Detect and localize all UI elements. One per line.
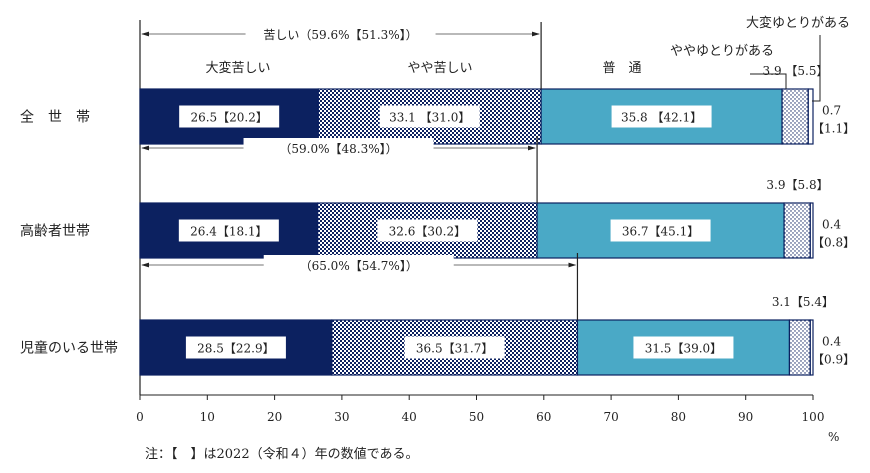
data-label-box bbox=[611, 105, 712, 128]
leader-line-taihen-yutori bbox=[812, 35, 821, 102]
x-tick-label: 50 bbox=[469, 410, 484, 424]
bar-segment bbox=[809, 319, 814, 376]
data-label: 26.4【18.1】 bbox=[190, 225, 267, 239]
category-label: 全 世 帯 bbox=[20, 109, 90, 126]
data-label: 33.1 【31.0】 bbox=[389, 111, 470, 125]
header-taihen-yutori: 大変ゆとりがある bbox=[746, 15, 850, 31]
bar-segment bbox=[783, 202, 811, 259]
category-label: 児童のいる世帯 bbox=[20, 340, 118, 357]
data-label-box bbox=[404, 336, 505, 359]
data-label: 31.5【39.0】 bbox=[645, 342, 722, 356]
bar-segment bbox=[807, 88, 814, 145]
header-ippan: 普 通 bbox=[602, 61, 641, 76]
bracket-label-bg bbox=[263, 255, 454, 275]
data-label-box bbox=[377, 219, 478, 242]
x-tick-label: 0 bbox=[136, 410, 144, 424]
data-label: 28.5【22.9】 bbox=[197, 342, 274, 356]
bar-segment bbox=[788, 319, 811, 376]
data-label-yaya-yutori: 3.9 【5.5】 bbox=[763, 64, 829, 78]
data-label-yaya-yutori: 3.1【5.4】 bbox=[772, 295, 834, 309]
data-label: 36.7【45.1】 bbox=[622, 225, 699, 239]
leader-line-yaya-yutori bbox=[750, 73, 787, 89]
x-tick-label: 10 bbox=[200, 410, 215, 424]
data-label-box bbox=[178, 219, 279, 242]
header-yaya-yutori: ややゆとりがある bbox=[670, 44, 774, 59]
data-label-taihen-yutori: 0.7 bbox=[822, 104, 841, 118]
header-yaya-kurushii: やや苦しい bbox=[407, 60, 472, 76]
bar-segment bbox=[781, 88, 809, 145]
x-tick-label: 60 bbox=[536, 410, 551, 424]
data-label-taihen-yutori-prev: 【0.8】 bbox=[812, 236, 855, 250]
data-label: 35.8 【42.1】 bbox=[621, 111, 702, 125]
data-label-box bbox=[179, 105, 280, 128]
data-label-box bbox=[185, 336, 286, 359]
bracket-label-bg bbox=[243, 138, 434, 158]
data-label: 36.5【31.7】 bbox=[416, 342, 493, 356]
bracket-label: 苦しい（59.6%【51.3%】） bbox=[263, 28, 417, 42]
data-label-box bbox=[610, 219, 711, 242]
category-label: 高齢者世帯 bbox=[20, 223, 90, 240]
x-tick-label: 30 bbox=[334, 410, 349, 424]
x-tick-label: 80 bbox=[671, 410, 686, 424]
bracket-label: （59.0%【48.3%】） bbox=[279, 142, 397, 156]
x-tick-label: 100 bbox=[802, 410, 825, 424]
data-label: 26.5【20.2】 bbox=[190, 111, 267, 125]
data-label-taihen-yutori: 0.4 bbox=[822, 335, 841, 349]
x-tick-label: 40 bbox=[402, 410, 417, 424]
x-tick-label: 90 bbox=[738, 410, 753, 424]
bar-segment bbox=[809, 202, 814, 259]
data-label-taihen-yutori: 0.4 bbox=[822, 218, 841, 232]
bar-segment bbox=[139, 319, 333, 376]
bracket-label-bg bbox=[245, 24, 436, 44]
x-axis-unit: % bbox=[828, 430, 839, 444]
x-tick-label: 70 bbox=[603, 410, 618, 424]
data-label-yaya-yutori: 3.9【5.8】 bbox=[766, 178, 828, 192]
header-taihen-kurushii: 大変苦しい bbox=[205, 60, 270, 76]
data-label-box bbox=[379, 105, 480, 128]
data-label: 32.6【30.2】 bbox=[389, 225, 466, 239]
data-label-taihen-yutori-prev: 【0.9】 bbox=[812, 353, 855, 367]
x-tick-label: 20 bbox=[267, 410, 282, 424]
footnote: 注：【 】は2022（令和４）年の数値である。 bbox=[145, 446, 418, 462]
data-label-taihen-yutori-prev: 【1.1】 bbox=[812, 122, 855, 136]
data-label-box bbox=[633, 336, 734, 359]
bracket-label: （65.0%【54.7%】） bbox=[300, 259, 418, 273]
